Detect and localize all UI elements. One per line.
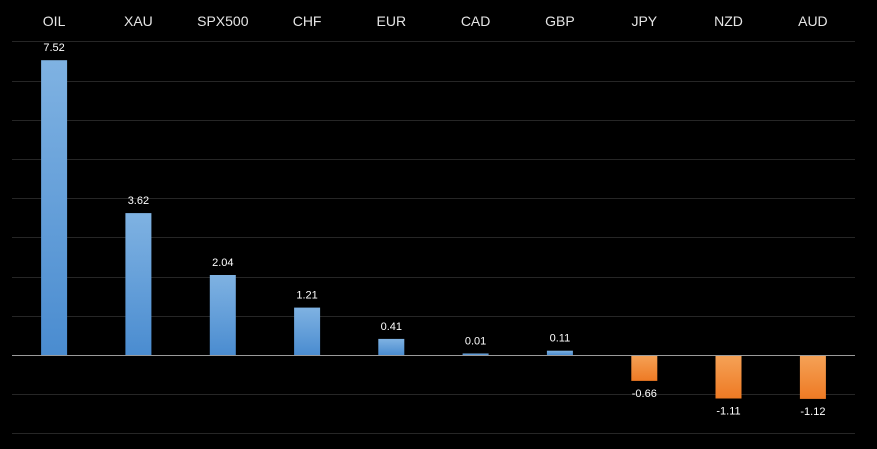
category-label: CHF [293,13,322,29]
bar [546,350,573,355]
bar [631,355,658,381]
bar [378,338,405,355]
data-label: 7.52 [43,42,64,54]
category-label: SPX500 [197,13,249,29]
category-label: JPY [631,13,657,29]
data-label: -1.11 [716,406,740,418]
data-label: 1.21 [296,290,317,302]
data-label: 2.04 [212,257,233,269]
bar [125,213,152,355]
bar [41,60,68,355]
bar [799,355,826,399]
data-labels: 7.52 3.62 2.04 1.21 0.41 0.01 0.11 -0.66 -1.11 -1… [43,42,825,418]
data-label: -0.66 [632,388,657,400]
data-label: 0.41 [381,321,402,333]
bar [462,353,489,355]
category-label: AUD [798,13,828,29]
data-label: 0.11 [550,333,571,345]
category-label: GBP [545,13,575,29]
gridlines [12,41,855,434]
category-label: OIL [43,13,66,29]
bar [715,355,742,399]
data-label: -1.12 [800,406,825,418]
bar [209,275,236,355]
category-label: EUR [377,13,407,29]
bar [294,307,321,355]
category-label: CAD [461,13,491,29]
category-label: XAU [124,13,153,29]
data-label: 3.62 [128,195,149,207]
category-labels: OIL XAU SPX500 CHF EUR CAD GBP JPY NZD AUD [43,13,828,29]
data-label: 0.01 [465,336,486,348]
category-label: NZD [714,13,743,29]
bars [41,60,826,399]
